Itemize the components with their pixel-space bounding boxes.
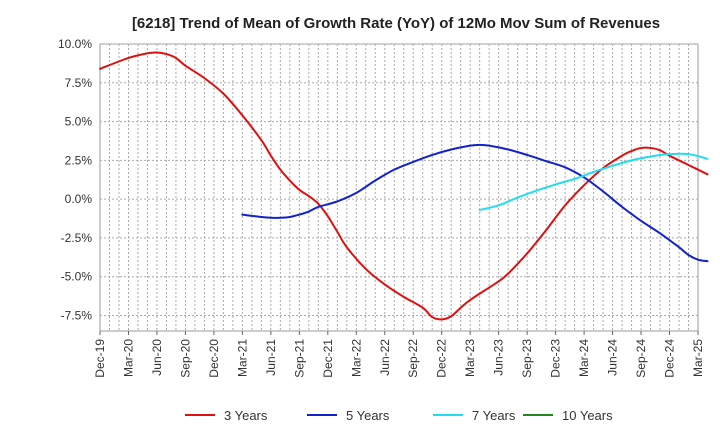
x-tick-label: Dec-19 bbox=[93, 339, 107, 378]
x-tick-label: Dec-24 bbox=[663, 339, 677, 378]
x-tick-label: Sep-20 bbox=[178, 339, 192, 378]
x-tick-label: Dec-23 bbox=[549, 339, 563, 378]
series-line-3-years bbox=[99, 51, 709, 321]
x-tick-label: Mar-25 bbox=[691, 339, 705, 377]
chart-title: [6218] Trend of Mean of Growth Rate (YoY… bbox=[132, 15, 660, 32]
y-axis-ticks: 10.0% 7.5% 5.0% 2.5% 0.0% -2.5% -5.0% -7.5% bbox=[58, 37, 92, 322]
legend: 3 Years 5 Years 7 Years 10 Years bbox=[185, 408, 613, 423]
y-tick-label: -7.5% bbox=[61, 308, 93, 322]
x-tick-label: Dec-20 bbox=[207, 339, 221, 378]
x-tick-label: Sep-21 bbox=[292, 339, 306, 378]
x-tick-label: Sep-22 bbox=[406, 339, 420, 378]
plot-area bbox=[99, 43, 699, 332]
y-tick-label: 0.0% bbox=[65, 192, 93, 206]
x-tick-label: Jun-21 bbox=[264, 339, 278, 376]
x-tick-label: Mar-22 bbox=[349, 339, 363, 377]
x-tick-label: Mar-24 bbox=[577, 339, 591, 377]
legend-label-3-years: 3 Years bbox=[224, 408, 268, 423]
x-tick-label: Jun-20 bbox=[150, 339, 164, 376]
x-tick-label: Mar-20 bbox=[121, 339, 135, 377]
x-tick-label: Dec-22 bbox=[435, 339, 449, 378]
y-tick-label: 10.0% bbox=[58, 37, 92, 51]
y-tick-label: 2.5% bbox=[65, 153, 93, 167]
legend-label-10-years: 10 Years bbox=[562, 408, 613, 423]
x-tick-label: Sep-24 bbox=[634, 339, 648, 378]
series-line-5-years bbox=[241, 143, 709, 263]
x-tick-label: Dec-21 bbox=[321, 339, 335, 378]
series-line-7-years bbox=[478, 152, 709, 211]
legend-label-7-years: 7 Years bbox=[472, 408, 516, 423]
y-tick-label: 5.0% bbox=[65, 115, 93, 129]
x-tick-label: Sep-23 bbox=[520, 339, 534, 378]
x-tick-label: Jun-23 bbox=[492, 339, 506, 376]
x-tick-label: Mar-23 bbox=[463, 339, 477, 377]
x-tick-label: Mar-21 bbox=[235, 339, 249, 377]
x-axis-ticks: Dec-19 Mar-20 Jun-20 Sep-20 Dec-20 Mar-21 Jun-… bbox=[93, 331, 705, 378]
y-tick-label: -5.0% bbox=[61, 270, 93, 284]
legend-label-5-years: 5 Years bbox=[346, 408, 390, 423]
y-tick-label: -2.5% bbox=[61, 231, 93, 245]
y-tick-label: 7.5% bbox=[65, 76, 93, 90]
x-tick-label: Jun-24 bbox=[606, 339, 620, 376]
series-lines bbox=[99, 51, 709, 321]
x-tick-label: Jun-22 bbox=[378, 339, 392, 376]
